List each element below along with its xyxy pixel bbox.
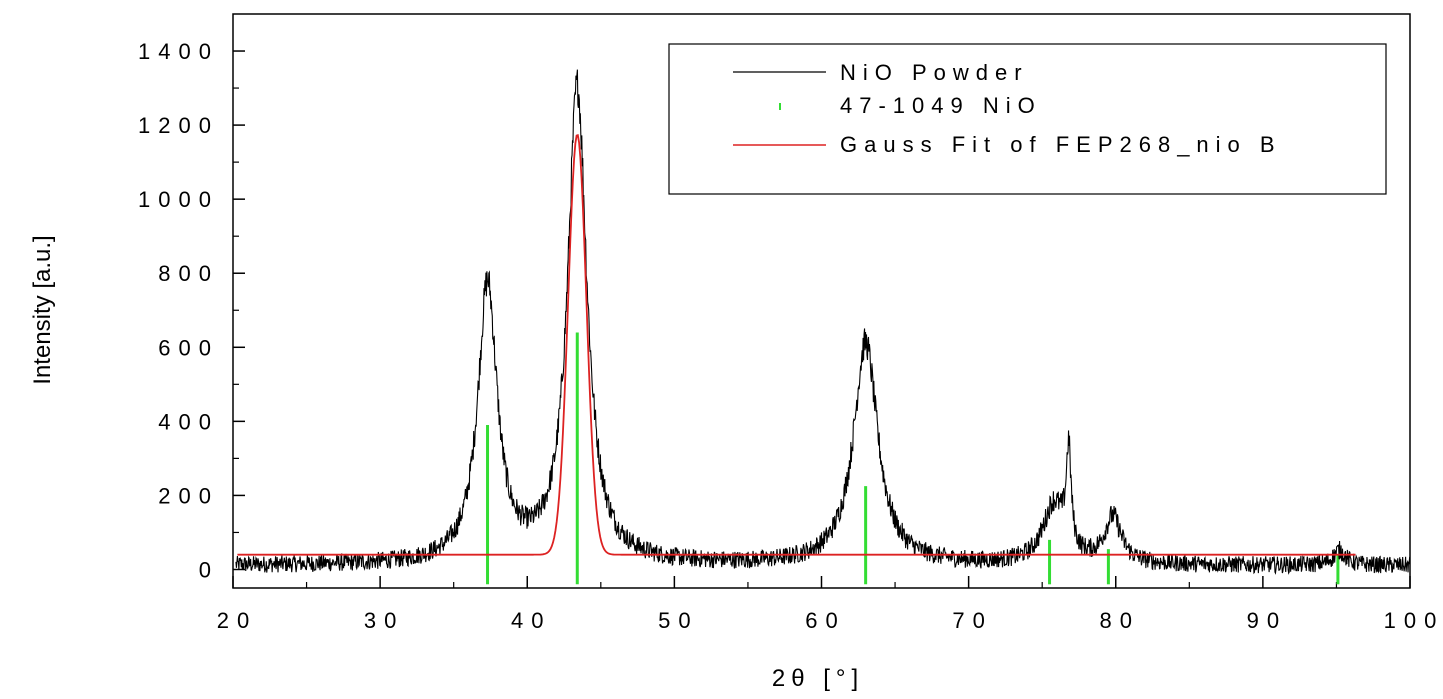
legend: NiO Powder 47-1049 NiO Gauss Fit of FEP2… bbox=[668, 43, 1387, 195]
legend-label-reference: 47-1049 NiO bbox=[840, 93, 1042, 118]
x-tick-label: 50 bbox=[658, 608, 698, 633]
y-tick-label: 800 bbox=[158, 261, 219, 286]
y-tick-label: 200 bbox=[158, 483, 219, 508]
y-tick-label: 0 bbox=[199, 557, 219, 582]
y-axis-label: Intensity [a.u.] bbox=[29, 235, 56, 384]
legend-box bbox=[668, 43, 1387, 195]
x-tick-label: 60 bbox=[805, 608, 845, 633]
y-tick-label: 600 bbox=[158, 335, 219, 360]
x-tick-label: 30 bbox=[364, 608, 404, 633]
x-axis-label: 2θ [°] bbox=[772, 665, 864, 692]
y-tick-label: 1000 bbox=[138, 187, 219, 212]
y-tick-label: 1400 bbox=[138, 39, 219, 64]
legend-label-gauss-fit: Gauss Fit of FEP268_nio B bbox=[840, 132, 1282, 157]
x-tick-label: 70 bbox=[952, 608, 992, 633]
x-tick-label: 90 bbox=[1247, 608, 1287, 633]
y-tick-label: 400 bbox=[158, 409, 219, 434]
legend-label-nio-powder: NiO Powder bbox=[840, 60, 1029, 85]
y-tick-label: 1200 bbox=[138, 113, 219, 138]
x-tick-label: 40 bbox=[511, 608, 551, 633]
gauss-fit-line bbox=[237, 133, 1356, 556]
x-tick-label: 20 bbox=[217, 608, 257, 633]
x-tick-label: 100 bbox=[1384, 608, 1443, 633]
x-tick-label: 80 bbox=[1100, 608, 1140, 633]
nio-powder-pattern-line bbox=[235, 69, 1411, 575]
